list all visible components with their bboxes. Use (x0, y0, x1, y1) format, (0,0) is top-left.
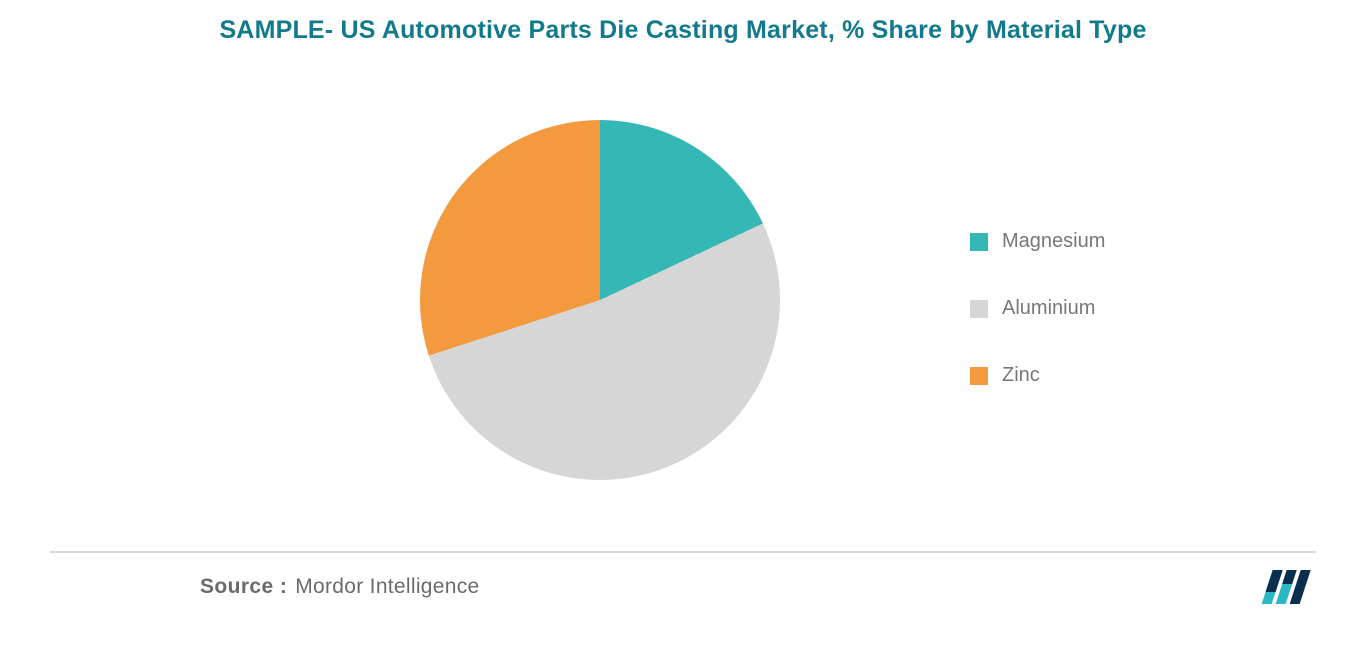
legend-label: Aluminium (1002, 297, 1095, 320)
pie-chart (420, 120, 780, 480)
chart-area: Magnesium Aluminium Zinc (0, 90, 1366, 530)
source-value: Mordor Intelligence (295, 575, 479, 599)
pie-chart-wrap (420, 120, 780, 480)
source-label: Source : (200, 575, 287, 599)
legend-swatch-aluminium (970, 300, 988, 318)
legend-swatch-zinc (970, 367, 988, 385)
legend-item-magnesium: Magnesium (970, 230, 1105, 253)
legend-swatch-magnesium (970, 233, 988, 251)
chart-title: SAMPLE- US Automotive Parts Die Casting … (0, 16, 1366, 45)
footer-bar: Source : Mordor Intelligence (50, 551, 1316, 621)
legend-item-zinc: Zinc (970, 364, 1105, 387)
legend: Magnesium Aluminium Zinc (970, 230, 1105, 387)
source: Source : Mordor Intelligence (50, 575, 480, 599)
legend-label: Zinc (1002, 364, 1040, 387)
brand-logo-icon (1258, 566, 1316, 608)
chart-card: SAMPLE- US Automotive Parts Die Casting … (0, 0, 1366, 655)
legend-label: Magnesium (1002, 230, 1105, 253)
legend-item-aluminium: Aluminium (970, 297, 1105, 320)
